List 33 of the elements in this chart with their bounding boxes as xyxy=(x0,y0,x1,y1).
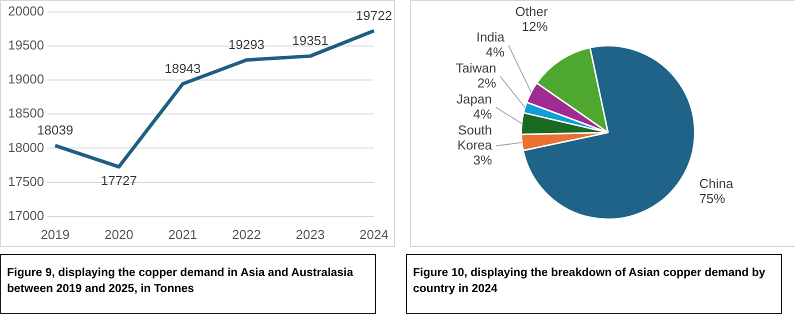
x-tick-label: 2021 xyxy=(168,226,198,242)
y-tick-label: 19000 xyxy=(8,72,44,87)
data-label: 19351 xyxy=(292,33,328,48)
slice-label: China xyxy=(699,176,734,191)
x-tick-label: 2022 xyxy=(232,226,261,242)
data-label: 4% xyxy=(473,106,492,122)
text: Figure 10, displaying the breakdown of Asian copper demand by country in 2024 xyxy=(406,254,782,314)
data-label: 19293 xyxy=(228,37,265,52)
data-label: 18943 xyxy=(164,60,201,76)
slice-label: Japan xyxy=(456,91,492,106)
data-label: 75% xyxy=(699,190,726,206)
y-tick-label: 18500 xyxy=(8,106,44,121)
data-label: 2% xyxy=(477,75,497,90)
data-label: 4% xyxy=(486,44,505,60)
slice-label: South Korea xyxy=(457,122,493,152)
data-label: 3% xyxy=(473,152,492,168)
y-tick-label: 17500 xyxy=(8,174,44,189)
data-label: 18039 xyxy=(37,122,74,138)
slice-label: India xyxy=(476,29,506,44)
slice-label: Other xyxy=(515,4,548,20)
y-tick-label: 17000 xyxy=(8,208,44,223)
slice-label: Taiwan xyxy=(456,60,496,76)
x-tick-label: 2020 xyxy=(104,226,134,242)
y-tick-label: 18000 xyxy=(8,140,44,155)
data-label: 12% xyxy=(522,19,548,34)
data-label: 17727 xyxy=(100,172,137,188)
data-label: 19722 xyxy=(356,8,392,23)
x-tick-label: 2024 xyxy=(360,226,388,242)
y-tick-label: 19500 xyxy=(8,37,44,52)
text: Figure 9, displaying the copper demand in Asia and Australasia between 2019 and 2025, in Tonnes xyxy=(0,254,376,314)
x-tick-label: 2019 xyxy=(40,226,70,242)
y-tick-label: 20000 xyxy=(8,3,44,18)
x-tick-label: 2023 xyxy=(296,226,325,242)
